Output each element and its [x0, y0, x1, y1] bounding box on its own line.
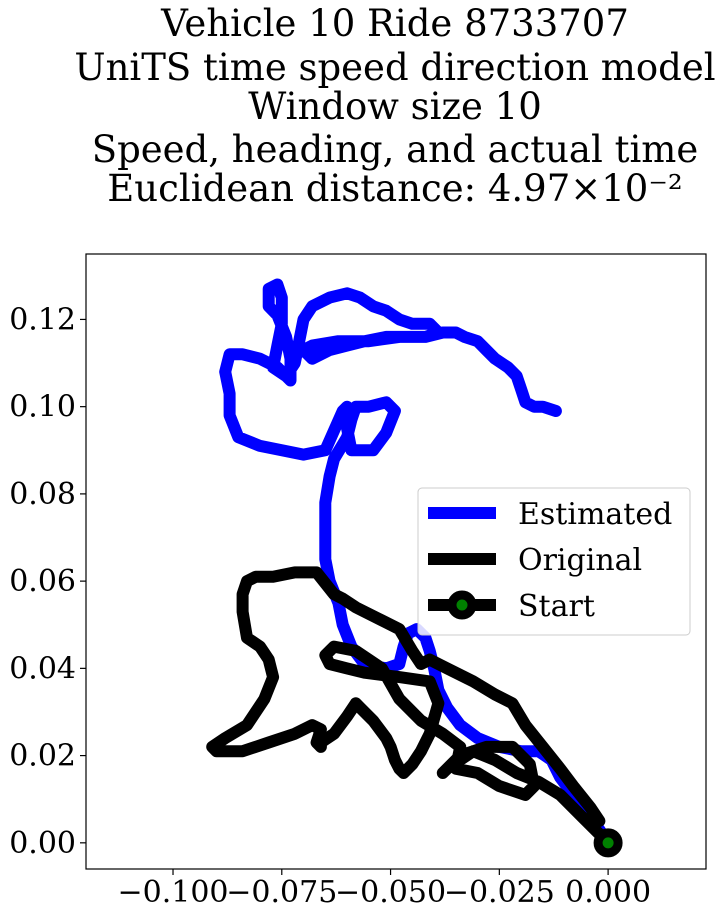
legend-label-original: Original — [518, 543, 642, 578]
x-tick-label: −0.100 — [118, 875, 229, 910]
y-tick-label: 0.06 — [9, 564, 76, 599]
y-tick-label: 0.00 — [9, 826, 76, 861]
legend-label-estimated: Estimated — [518, 497, 672, 532]
title-line-2: UniTS time speed direction model — [74, 46, 715, 89]
y-tick-label: 0.12 — [9, 302, 76, 337]
series-original-line — [206, 566, 615, 849]
legend: Estimated Original Start — [417, 487, 691, 636]
axes: −0.100−0.075−0.050−0.025 0.000 0.00 0.02 0.0… — [9, 302, 651, 910]
title-line-1: Vehicle 10 Ride 8733707 — [160, 2, 629, 45]
y-tick-label: 0.04 — [9, 651, 76, 686]
legend-start-marker — [447, 590, 477, 620]
x-tick-label: 0.000 — [565, 875, 651, 910]
y-tick-label: 0.08 — [9, 477, 76, 512]
x-tick-label: −0.075 — [226, 875, 337, 910]
series-layer — [206, 278, 623, 858]
y-tick-label: 0.10 — [9, 390, 76, 425]
x-tick-label: −0.050 — [335, 875, 446, 910]
title-line-5: Euclidean distance: 4.97×10⁻² — [107, 167, 682, 210]
legend-label-start: Start — [518, 589, 595, 624]
plot-area — [206, 278, 623, 858]
plot-frame — [85, 253, 707, 870]
x-tick-label: −0.025 — [444, 875, 555, 910]
y-tick-label: 0.02 — [9, 739, 76, 774]
series-estimated-line — [219, 278, 615, 849]
legend-box — [417, 487, 691, 636]
title-line-3: Window size 10 — [248, 85, 542, 128]
start-marker — [593, 828, 623, 858]
title-line-4: Speed, heading, and actual time — [92, 128, 699, 171]
